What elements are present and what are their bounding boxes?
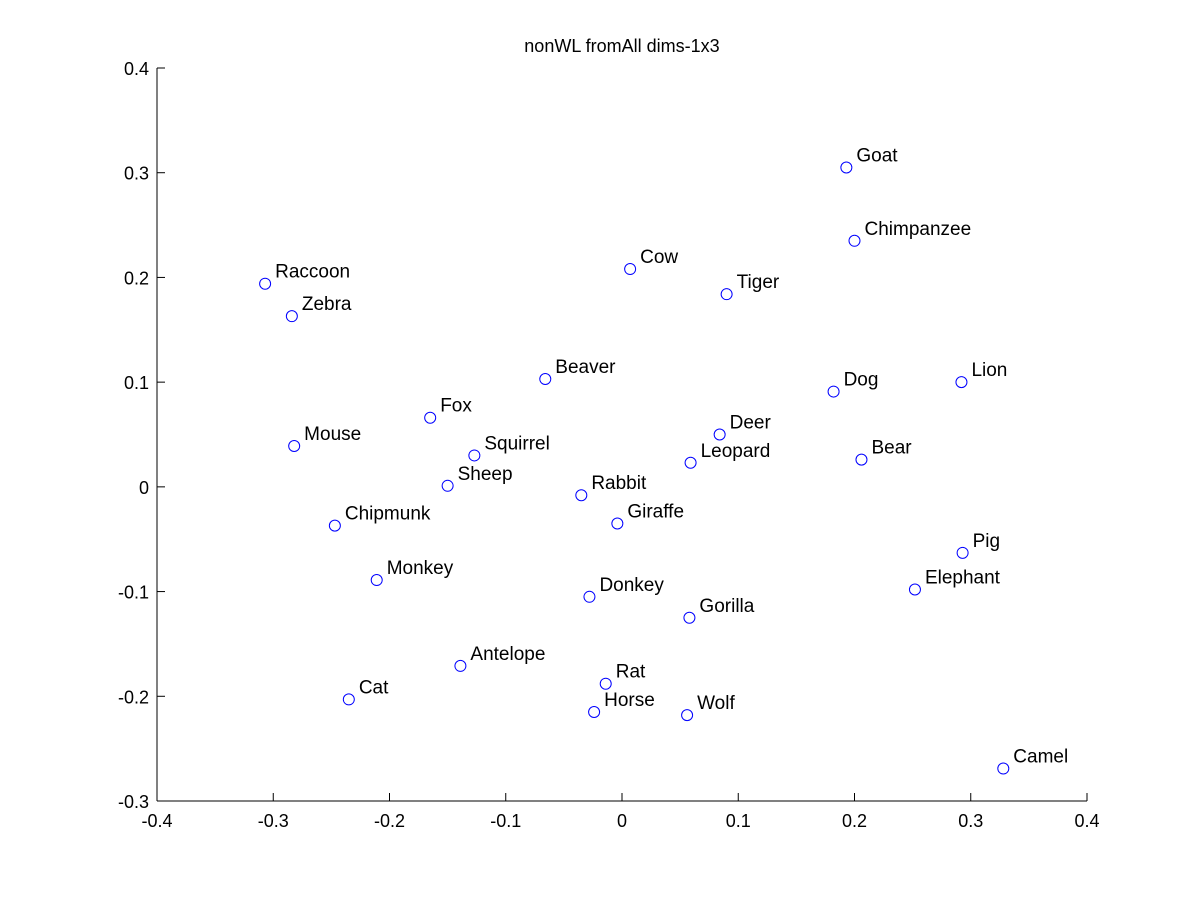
point-marker-gorilla bbox=[683, 611, 696, 624]
chart-title: nonWL fromAll dims-1x3 bbox=[524, 36, 719, 56]
x-tick-label: -0.3 bbox=[258, 811, 289, 831]
point-marker-rabbit bbox=[575, 489, 588, 502]
point-marker-monkey bbox=[370, 574, 383, 587]
point-marker-cat bbox=[342, 693, 355, 706]
y-tick-label: 0 bbox=[139, 478, 149, 498]
point-label-elephant: Elephant bbox=[925, 567, 1001, 588]
x-tick-label: 0.1 bbox=[726, 811, 751, 831]
x-tick-label: -0.4 bbox=[141, 811, 172, 831]
point-label-camel: Camel bbox=[1013, 747, 1068, 768]
x-tick-label: 0.2 bbox=[842, 811, 867, 831]
point-marker-camel bbox=[997, 762, 1010, 775]
point-marker-sheep bbox=[441, 479, 454, 492]
x-tick-label: 0.4 bbox=[1074, 811, 1099, 831]
point-marker-cow bbox=[624, 263, 637, 276]
point-label-gorilla: Gorilla bbox=[699, 596, 754, 617]
point-marker-goat bbox=[840, 161, 853, 174]
y-tick-label: 0.2 bbox=[124, 268, 149, 288]
x-tick-label: -0.2 bbox=[374, 811, 405, 831]
point-marker-antelope bbox=[454, 659, 467, 672]
data-points: Goat Chimpanzee Raccoon Cow Tiger Zebra Beaver… bbox=[259, 145, 1068, 775]
point-marker-giraffe bbox=[611, 517, 624, 530]
point-label-fox: Fox bbox=[440, 396, 472, 417]
point-label-dog: Dog bbox=[844, 370, 879, 391]
point-marker-wolf bbox=[681, 709, 694, 722]
point-label-mouse: Mouse bbox=[304, 424, 361, 445]
point-marker-raccoon bbox=[259, 277, 272, 290]
point-label-cow: Cow bbox=[640, 247, 678, 268]
point-label-chimpanzee: Chimpanzee bbox=[865, 219, 972, 240]
point-marker-beaver bbox=[539, 373, 552, 386]
point-marker-mouse bbox=[288, 440, 301, 453]
point-marker-horse bbox=[588, 705, 601, 718]
y-tick-label: 0.1 bbox=[124, 373, 149, 393]
point-label-monkey: Monkey bbox=[387, 558, 454, 579]
point-marker-squirrel bbox=[468, 449, 481, 462]
y-axis-ticks: -0.3 -0.2 -0.1 0 0.1 0.2 0.3 0.4 bbox=[118, 59, 165, 812]
point-label-beaver: Beaver bbox=[555, 357, 616, 378]
point-marker-tiger bbox=[720, 288, 733, 301]
point-marker-dog bbox=[827, 385, 840, 398]
x-tick-label: -0.1 bbox=[490, 811, 521, 831]
point-marker-elephant bbox=[908, 583, 921, 596]
y-tick-label: 0.4 bbox=[124, 59, 149, 79]
point-marker-pig bbox=[956, 546, 969, 559]
point-label-sheep: Sheep bbox=[458, 464, 513, 485]
point-label-raccoon: Raccoon bbox=[275, 262, 350, 283]
point-label-donkey: Donkey bbox=[599, 575, 664, 596]
point-marker-donkey bbox=[583, 590, 596, 603]
point-label-zebra: Zebra bbox=[302, 294, 352, 315]
x-tick-label: 0 bbox=[617, 811, 627, 831]
y-tick-label: -0.3 bbox=[118, 792, 149, 812]
point-label-squirrel: Squirrel bbox=[484, 433, 549, 454]
y-tick-label: -0.1 bbox=[118, 583, 149, 603]
point-marker-lion bbox=[955, 376, 968, 389]
point-label-giraffe: Giraffe bbox=[627, 502, 684, 523]
point-label-wolf: Wolf bbox=[697, 693, 735, 714]
point-label-lion: Lion bbox=[971, 360, 1007, 381]
point-label-rat: Rat bbox=[616, 662, 646, 683]
point-label-goat: Goat bbox=[856, 145, 898, 166]
point-label-rabbit: Rabbit bbox=[591, 473, 647, 494]
y-tick-label: -0.2 bbox=[118, 687, 149, 707]
point-marker-chimpanzee bbox=[848, 234, 861, 247]
point-label-deer: Deer bbox=[730, 413, 772, 434]
point-marker-bear bbox=[855, 453, 868, 466]
point-marker-deer bbox=[713, 428, 726, 441]
point-marker-chipmunk bbox=[328, 519, 341, 532]
point-label-pig: Pig bbox=[973, 531, 1000, 552]
x-tick-label: 0.3 bbox=[958, 811, 983, 831]
point-label-tiger: Tiger bbox=[737, 272, 780, 293]
point-label-antelope: Antelope bbox=[470, 644, 545, 665]
point-label-bear: Bear bbox=[871, 438, 912, 459]
point-marker-fox bbox=[424, 411, 437, 424]
y-tick-label: 0.3 bbox=[124, 164, 149, 184]
point-label-chipmunk: Chipmunk bbox=[345, 504, 431, 525]
point-label-leopard: Leopard bbox=[701, 441, 771, 462]
point-marker-rat bbox=[599, 677, 612, 690]
point-label-horse: Horse bbox=[604, 690, 655, 711]
x-axis-ticks: -0.4 -0.3 -0.2 -0.1 0 0.1 0.2 0.3 0.4 bbox=[141, 793, 1100, 831]
point-marker-leopard bbox=[684, 456, 697, 469]
point-marker-zebra bbox=[285, 310, 298, 323]
point-label-cat: Cat bbox=[359, 677, 389, 698]
